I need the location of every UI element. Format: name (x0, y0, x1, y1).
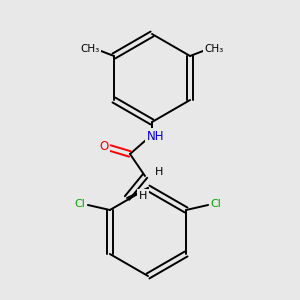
Text: Cl: Cl (211, 199, 221, 209)
Text: H: H (155, 167, 163, 177)
Text: NH: NH (147, 130, 165, 142)
Text: CH₃: CH₃ (80, 44, 100, 54)
Text: CH₃: CH₃ (205, 44, 224, 54)
Text: Cl: Cl (74, 199, 85, 209)
Text: H: H (139, 191, 147, 201)
Text: O: O (99, 140, 109, 154)
